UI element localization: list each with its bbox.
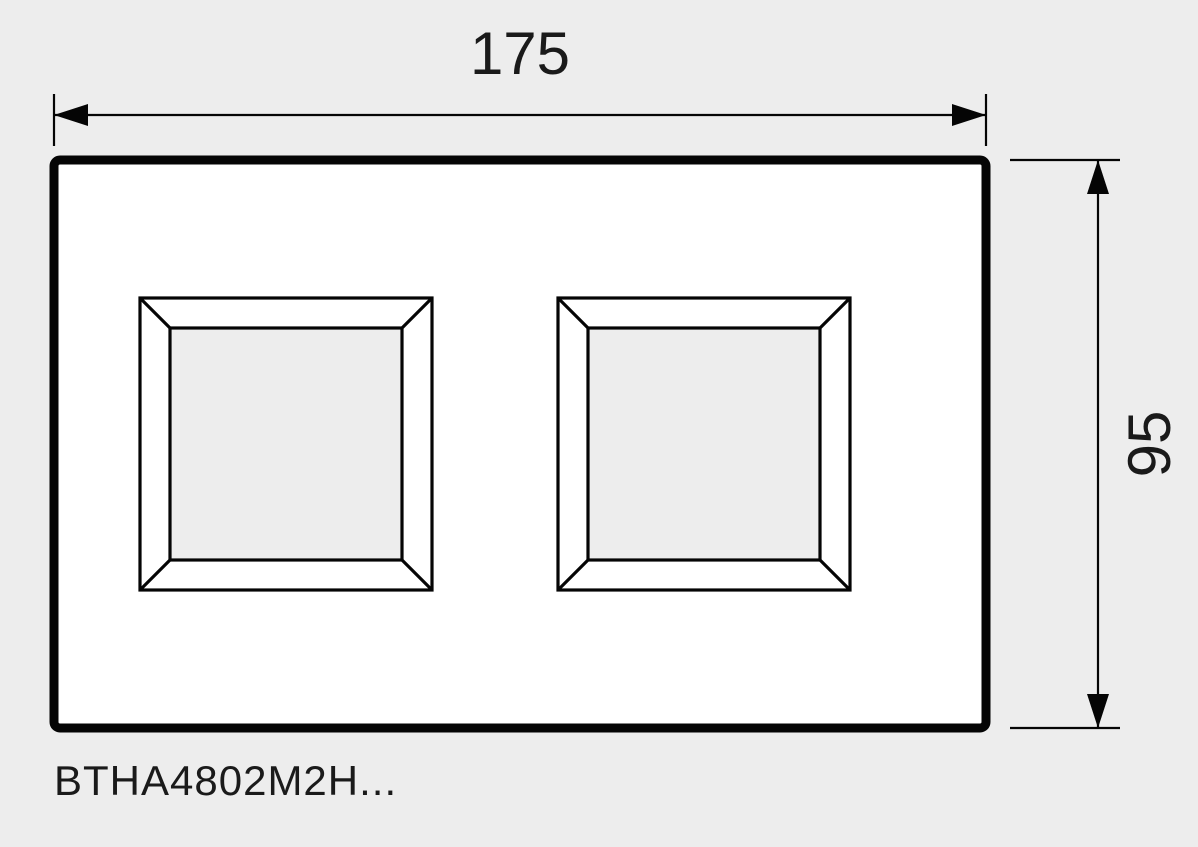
part-number-label: BTHA4802M2H...	[54, 757, 397, 804]
opening-left	[140, 298, 432, 590]
dimension-width-label: 175	[470, 20, 570, 87]
dimension-height-label: 95	[1116, 411, 1183, 478]
opening-right	[558, 298, 850, 590]
